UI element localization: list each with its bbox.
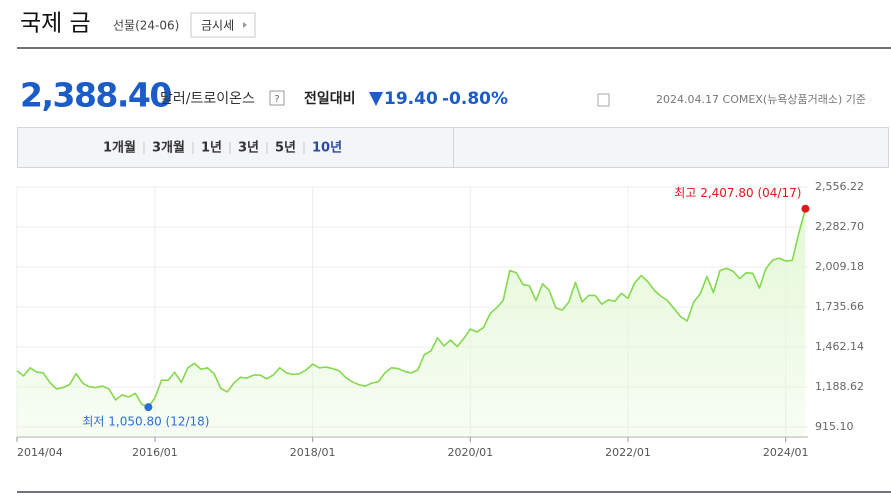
source-icon xyxy=(597,93,610,107)
tab[interactable]: 3개월 xyxy=(152,140,185,156)
help[interactable]: ? xyxy=(274,94,279,105)
chart: 915.10 1,188.62 1,462.14 1,735.66 2,009.18 2,… xyxy=(16,180,864,459)
area xyxy=(17,208,806,437)
help-box[interactable] xyxy=(269,90,285,106)
change: 19.40 xyxy=(384,89,438,109)
y-tick-label: 1,462.14 xyxy=(815,340,864,353)
x-tick-label: 2014/04 xyxy=(17,446,63,459)
header-rule xyxy=(17,47,891,49)
y-tick-label: 1,735.66 xyxy=(815,300,864,313)
tab[interactable]: 1개월 xyxy=(103,140,136,156)
y-tick-label: 1,188.62 xyxy=(815,380,864,393)
change-label: 전일대비 xyxy=(304,90,356,107)
y-tick-label: 2,009.18 xyxy=(815,260,864,273)
annotation-point xyxy=(801,204,810,213)
tab[interactable]: 1년 xyxy=(201,141,222,156)
unit: 달러/트로이온스 xyxy=(160,91,255,107)
x-tick-label: 2024/01 xyxy=(763,446,809,459)
subtitle: 선물(24-06) xyxy=(113,19,179,33)
x-tick-label: 2016/01 xyxy=(132,446,178,459)
tab[interactable]: 5년 xyxy=(275,141,296,156)
change-percent: -0.80% xyxy=(442,89,508,109)
title: 국제 금 xyxy=(20,11,91,37)
footer-rule xyxy=(17,491,891,493)
tab[interactable]: 10년 xyxy=(312,141,342,156)
button-label[interactable]: 금시세 xyxy=(201,19,234,33)
source: 2024.04.17 COMEX(뉴욕상품거래소) 기준 xyxy=(656,93,866,106)
y-tick-label: 2,282.70 xyxy=(815,220,864,233)
annotation-point xyxy=(144,403,153,412)
x-tick-label: 2022/01 xyxy=(605,446,651,459)
x-tick-label: 2020/01 xyxy=(447,446,493,459)
y-tick-label: 915.10 xyxy=(815,420,854,433)
button-arrow xyxy=(243,22,247,28)
annotation-label: 최고 2,407.80 (04/17) xyxy=(674,186,801,200)
tab[interactable]: 3년 xyxy=(238,141,259,156)
annotation-label: 최저 1,050.80 (12/18) xyxy=(82,415,209,429)
down-triangle xyxy=(369,92,383,106)
tabs: 1개월 3개월 1년 3년 5년 10년 xyxy=(103,140,342,156)
price: 2,388.40 xyxy=(20,76,171,115)
y-tick-label: 2,556.22 xyxy=(815,180,864,193)
x-tick-label: 2018/01 xyxy=(290,446,336,459)
